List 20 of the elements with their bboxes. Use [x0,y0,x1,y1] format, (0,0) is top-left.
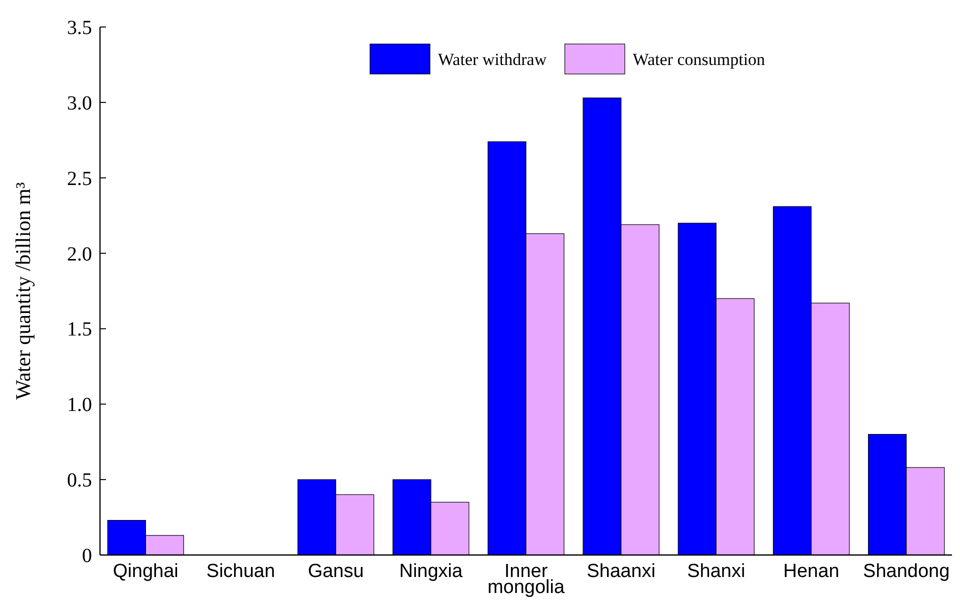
x-tick-label: Henan [783,561,840,582]
x-tick-label: Ningxia [399,561,464,582]
x-tick-label: Sichuan [206,561,276,582]
x-tick-label: Inner mongolia [487,561,565,598]
x-tick-label: Shandong [863,561,950,582]
y-tick-label: 0.5 [67,470,92,492]
x-tick-label: Shanxi [687,561,746,582]
y-tick-label: 2.0 [67,243,92,266]
legend-label: Water withdraw [438,50,548,69]
y-tick-label: 2.5 [67,168,92,190]
x-tick-label: Gansu [308,561,364,582]
y-tick-label: 1.5 [67,318,92,341]
legend-label: Water consumption [632,50,766,69]
y-tick-label: 1.0 [67,394,92,416]
y-tick-label: 3.5 [67,17,92,39]
x-tick-label: Shaanxi [586,561,656,582]
y-tick-label: 3.0 [67,92,92,114]
y-axis-title: Water quantity /billion m³ [11,182,35,400]
y-tick-label: 0 [82,545,92,567]
x-tick-label: Qinghai [112,561,178,582]
